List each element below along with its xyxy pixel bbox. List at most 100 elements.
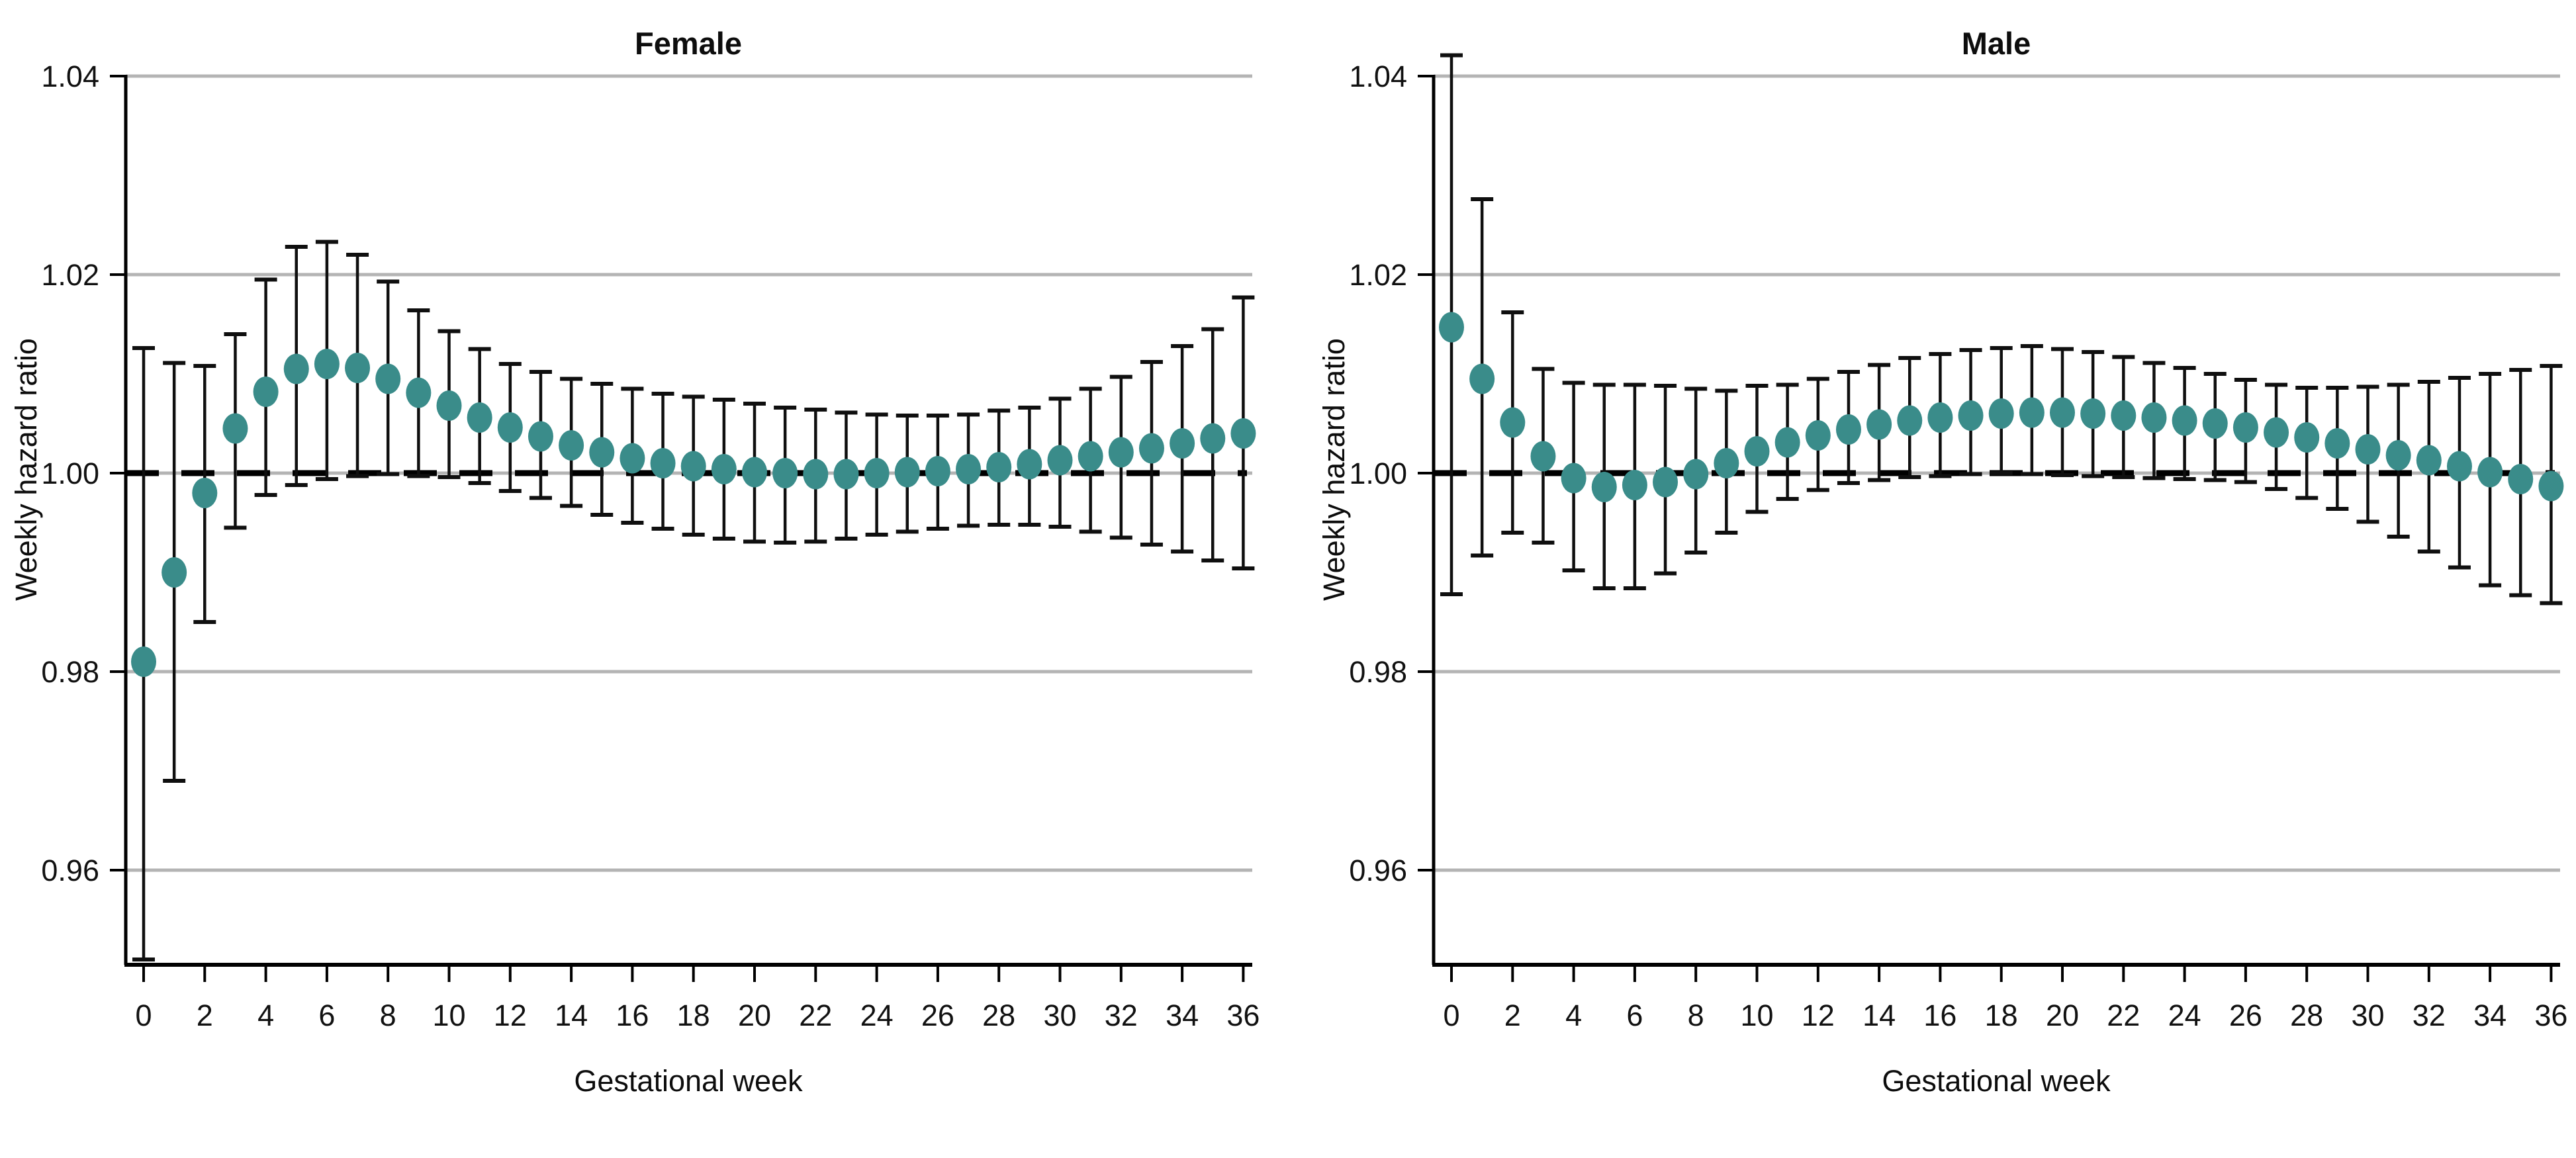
hazard-ratio-marker (1744, 436, 1770, 467)
hazard-ratio-marker (1230, 418, 1256, 449)
hazard-ratio-marker (1958, 400, 1984, 431)
x-tick-label: 34 (1166, 999, 1199, 1032)
hazard-ratio-marker (1439, 312, 1464, 343)
hazard-ratio-marker (680, 451, 706, 482)
hazard-ratio-marker (2416, 445, 2442, 476)
y-tick-label: 0.98 (41, 655, 99, 689)
hazard-ratio-marker (1622, 470, 1647, 500)
y-tick-label: 1.02 (41, 258, 99, 292)
hazard-ratio-marker (1683, 459, 1709, 490)
hazard-ratio-marker (2324, 428, 2350, 459)
panel-title-female: Female (635, 26, 742, 61)
x-tick-label: 10 (432, 999, 465, 1032)
hazard-ratio-marker (1500, 407, 1526, 438)
x-tick-label: 14 (1863, 999, 1896, 1032)
hazard-ratio-marker (497, 412, 523, 443)
hazard-ratio-marker (1138, 433, 1164, 464)
hazard-ratio-marker (253, 377, 279, 407)
hazard-ratio-marker (803, 459, 829, 490)
hazard-ratio-marker (283, 353, 309, 384)
y-tick-label: 1.00 (1349, 457, 1407, 490)
x-tick-label: 2 (1504, 999, 1521, 1032)
hazard-ratio-marker (589, 437, 615, 468)
hazard-ratio-marker (2232, 412, 2258, 443)
hazard-ratio-marker (1170, 428, 1195, 459)
y-tick-label: 1.04 (1349, 60, 1407, 93)
x-tick-label: 34 (2473, 999, 2507, 1032)
x-tick-label: 6 (318, 999, 335, 1032)
y-tick-label: 0.96 (41, 854, 99, 887)
y-tick-label: 0.98 (1349, 655, 1407, 689)
x-tick-label: 0 (135, 999, 152, 1032)
x-tick-label: 32 (2413, 999, 2446, 1032)
hazard-ratio-marker (772, 458, 798, 488)
x-tick-label: 30 (1043, 999, 1076, 1032)
x-axis-title-male: Gestational week (1882, 1064, 2111, 1098)
hazard-ratio-marker (1927, 402, 1953, 433)
hazard-ratio-marker (2202, 408, 2228, 439)
hazard-ratio-marker (1866, 409, 1892, 440)
x-tick-label: 26 (2229, 999, 2262, 1032)
hazard-ratio-marker (528, 421, 553, 452)
x-tick-label: 10 (1740, 999, 1773, 1032)
hazard-ratio-marker (894, 457, 920, 488)
hazard-ratio-marker (1017, 449, 1042, 480)
hazard-ratio-marker (1530, 441, 1556, 472)
x-tick-label: 22 (799, 999, 832, 1032)
y-tick-label: 0.96 (1349, 854, 1407, 887)
hazard-ratio-marker (1653, 467, 1679, 498)
hazard-ratio-marker (986, 452, 1012, 482)
panel-title-male: Male (1961, 26, 2031, 61)
hazard-ratio-marker (161, 557, 187, 588)
hazard-ratio-marker (222, 413, 248, 444)
x-tick-label: 20 (2046, 999, 2079, 1032)
hazard-ratio-marker (375, 363, 401, 394)
x-tick-label: 4 (257, 999, 274, 1032)
x-tick-label: 4 (1565, 999, 1582, 1032)
x-axis-title-female: Gestational week (574, 1064, 803, 1098)
hazard-ratio-marker (1561, 463, 1587, 494)
x-tick-label: 36 (2534, 999, 2567, 1032)
hazard-ratio-marker (345, 353, 371, 383)
x-tick-label: 8 (1688, 999, 1704, 1032)
hazard-ratio-marker (2019, 397, 2045, 428)
x-tick-label: 6 (1626, 999, 1643, 1032)
y-axis-title-female: Weekly hazard ratio (9, 338, 43, 601)
hazard-ratio-marker (864, 458, 890, 488)
hazard-ratio-marker (2538, 470, 2564, 502)
hazard-ratio-marker (925, 456, 950, 486)
hazard-ratio-marker (2385, 440, 2411, 470)
x-tick-label: 18 (677, 999, 710, 1032)
y-tick-label: 1.04 (41, 60, 99, 93)
hazard-ratio-marker (2111, 400, 2137, 431)
y-tick-label: 1.02 (1349, 258, 1407, 292)
hazard-ratio-marker (1988, 398, 2014, 429)
hazard-ratio-marker (1774, 427, 1800, 458)
x-tick-label: 28 (982, 999, 1015, 1032)
hazard-ratio-marker (2508, 464, 2534, 494)
hazard-ratio-marker (2080, 398, 2106, 429)
x-tick-label: 24 (2168, 999, 2201, 1032)
hazard-ratio-marker (436, 390, 462, 421)
hazard-ratio-marker (2446, 451, 2472, 482)
x-tick-label: 14 (555, 999, 588, 1032)
hazard-ratio-marker (620, 443, 645, 474)
hazard-ratio-marker (192, 478, 218, 508)
y-axis-title-male: Weekly hazard ratio (1317, 338, 1351, 601)
x-tick-label: 8 (380, 999, 396, 1032)
hazard-ratio-marker (2141, 402, 2167, 433)
hazard-ratio-marker (2264, 417, 2289, 448)
x-tick-label: 16 (1923, 999, 1956, 1032)
hazard-ratio-marker (2477, 457, 2503, 488)
hazard-ratio-marker (2050, 397, 2075, 428)
x-tick-label: 18 (1985, 999, 2018, 1032)
x-tick-label: 12 (1802, 999, 1835, 1032)
hazard-ratio-marker (1047, 445, 1073, 476)
x-tick-label: 2 (197, 999, 213, 1032)
hazard-ratio-marker (2294, 422, 2320, 453)
hazard-ratio-marker (559, 430, 584, 461)
hazard-ratio-marker (1469, 363, 1495, 394)
hazard-ratio-marker (406, 377, 432, 408)
y-tick-label: 1.00 (41, 457, 99, 490)
